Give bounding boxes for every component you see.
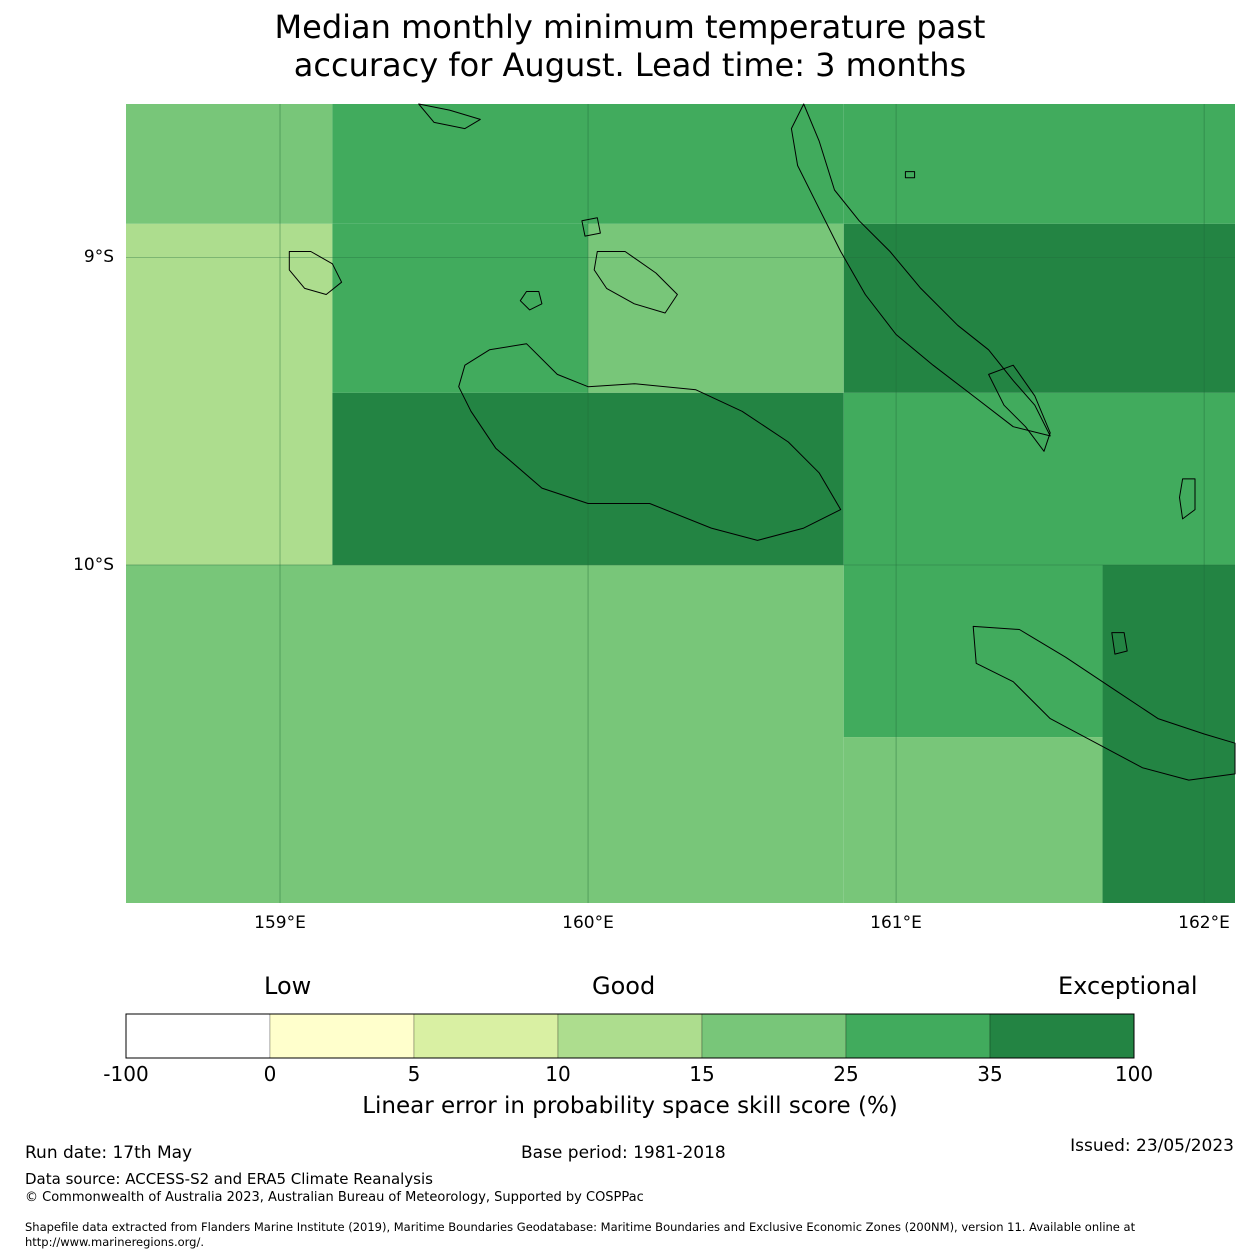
data-source: Data source: ACCESS-S2 and ERA5 Climate … (25, 1170, 433, 1188)
coastline (1179, 478, 1196, 520)
grid-cell (332, 392, 844, 565)
colorbar-tick: 10 (545, 1062, 571, 1086)
grid-cell (843, 737, 1103, 903)
colorbar-word-good: Good (592, 972, 656, 1000)
shapefile-credit-line-2: http://www.marineregions.org/. (25, 1235, 204, 1249)
coastline (519, 291, 543, 311)
issued-date: Issued: 23/05/2023 (1070, 1136, 1234, 1156)
grid-cell (126, 564, 844, 903)
grid-cell (332, 223, 589, 393)
coastline (988, 364, 1051, 452)
colorbar-tick: 5 (407, 1062, 421, 1086)
colorbar-segment (413, 1013, 559, 1059)
lon-label-162e: 162°E (1178, 913, 1230, 933)
coastline (972, 625, 1236, 781)
lat-label-10s: 10°S (73, 555, 114, 575)
colorbar-axis-label: Linear error in probability space skill … (362, 1093, 898, 1119)
grid-cell (843, 223, 1235, 393)
grid-cell (843, 104, 1235, 224)
colorbar-segment (557, 1013, 703, 1059)
grid-cell (1102, 564, 1235, 903)
chart-title-line-1: Median monthly minimum temperature past (274, 8, 986, 46)
grid-cell (126, 104, 333, 224)
grid-cell (126, 223, 333, 565)
grid-cell (332, 104, 844, 224)
colorbar-segment (701, 1013, 847, 1059)
colorbar-segment (269, 1013, 415, 1059)
colorbar-frame (125, 1013, 1135, 1059)
colorbar-word-low: Low (264, 972, 312, 1000)
coastline (288, 251, 343, 295)
colorbar-segment (125, 1013, 271, 1059)
coastline (418, 103, 481, 130)
colorbar-tick: 15 (689, 1062, 715, 1086)
coastline (593, 251, 678, 314)
copyright: © Commonwealth of Australia 2023, Austra… (25, 1190, 644, 1205)
coastline (581, 217, 601, 237)
colorbar-tick: -100 (103, 1062, 149, 1086)
colorbar-tick: 100 (1114, 1062, 1154, 1086)
lon-label-159e: 159°E (254, 913, 306, 933)
lon-label-160e: 160°E (562, 913, 614, 933)
coastline (904, 171, 916, 179)
coastline (458, 343, 842, 541)
colorbar-tick: 0 (263, 1062, 277, 1086)
grid-cell (843, 564, 1103, 738)
coastline (790, 103, 1051, 437)
colorbar-segment (989, 1013, 1135, 1059)
coastline (1111, 632, 1128, 655)
lat-label-9s: 9°S (83, 247, 114, 267)
colorbar-tick: 35 (977, 1062, 1003, 1086)
colorbar-tick: 25 (833, 1062, 859, 1086)
shapefile-credit-line-1: Shapefile data extracted from Flanders M… (25, 1220, 1136, 1234)
grid-cell (843, 392, 1235, 565)
grid-cell (588, 223, 844, 393)
colorbar-segment (845, 1013, 991, 1059)
colorbar-word-exceptional: Exceptional (1058, 972, 1198, 1000)
chart-title-line-2: accuracy for August. Lead time: 3 months (293, 46, 967, 84)
run-date: Run date: 17th May (25, 1143, 193, 1163)
base-period: Base period: 1981-2018 (521, 1143, 726, 1163)
lon-label-161e: 161°E (870, 913, 922, 933)
